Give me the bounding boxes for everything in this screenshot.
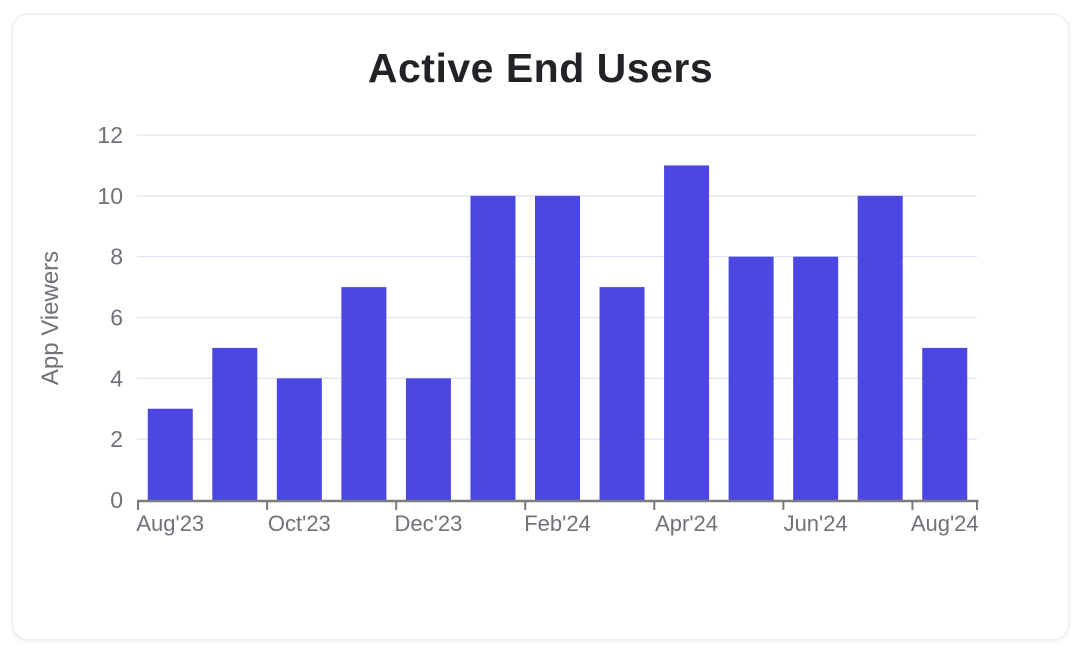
- x-tick-label-Aug'24: Aug'24: [911, 511, 979, 536]
- y-tick-label-12: 12: [97, 122, 123, 148]
- bar-Mar'24[interactable]: [599, 287, 645, 500]
- y-axis-label: App Viewers: [37, 251, 64, 385]
- y-tick-label-0: 0: [110, 487, 123, 513]
- bar-Jul'24[interactable]: [857, 195, 903, 501]
- bar-Aug'24[interactable]: [922, 347, 968, 500]
- x-tick-label-Oct'23: Oct'23: [268, 511, 331, 536]
- bar-May'24[interactable]: [728, 256, 774, 500]
- bar-Jan'24[interactable]: [470, 195, 516, 501]
- x-tick-label-Feb'24: Feb'24: [524, 511, 591, 536]
- y-tick-label-8: 8: [110, 244, 123, 270]
- bar-Nov'23[interactable]: [341, 287, 387, 500]
- y-tick-label-4: 4: [110, 365, 123, 391]
- y-tick-label-10: 10: [97, 183, 123, 209]
- bar-Sep'23[interactable]: [212, 347, 258, 500]
- y-tick-label-2: 2: [110, 426, 123, 452]
- chart-title: Active End Users: [367, 45, 714, 91]
- bar-Jun'24[interactable]: [793, 256, 839, 500]
- bar-Oct'23[interactable]: [276, 378, 322, 500]
- x-tick-label-Aug'23: Aug'23: [136, 511, 204, 536]
- x-tick-label-Apr'24: Apr'24: [655, 511, 718, 536]
- x-tick-label-Dec'23: Dec'23: [395, 511, 463, 536]
- bar-Dec'23[interactable]: [405, 378, 451, 500]
- bar-Apr'24[interactable]: [664, 165, 710, 500]
- bar-Feb'24[interactable]: [535, 195, 580, 501]
- x-tick-label-Jun'24: Jun'24: [784, 511, 848, 536]
- y-tick-label-6: 6: [110, 305, 123, 331]
- bar-Aug'23[interactable]: [147, 408, 193, 500]
